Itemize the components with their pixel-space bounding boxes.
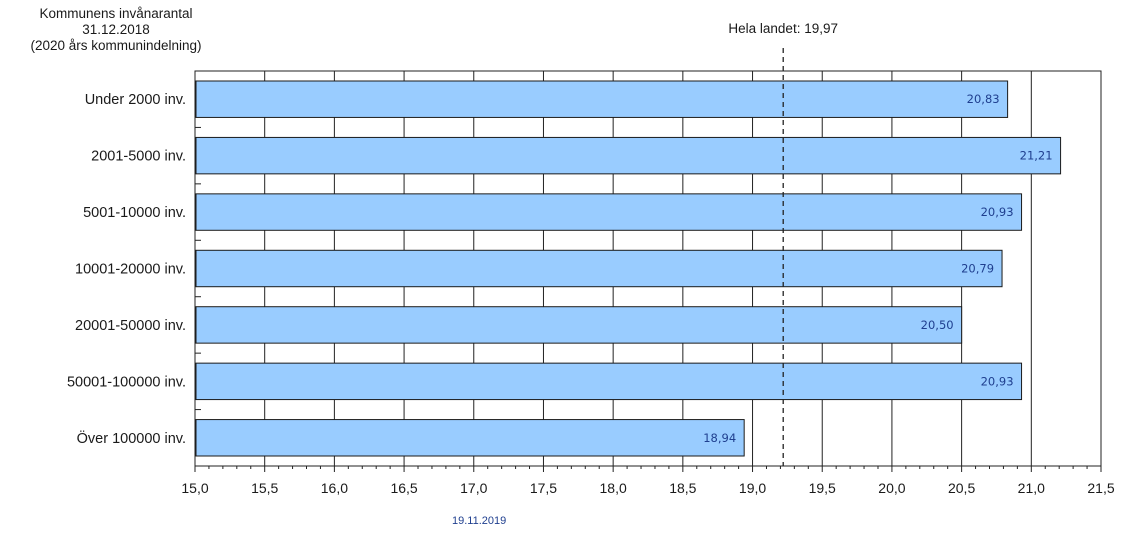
bar-value-label: 20,93 — [981, 374, 1014, 388]
category-label: 20001-50000 inv. — [75, 318, 186, 334]
y-axis-title-line: Kommunens invånarantal — [39, 6, 193, 21]
x-tick-label: 21,0 — [1018, 480, 1045, 496]
bar-value-label: 21,21 — [1020, 149, 1053, 163]
bar — [195, 419, 745, 457]
x-tick-label: 19,0 — [739, 480, 766, 496]
bar — [195, 193, 1023, 231]
x-tick-label: 15,5 — [251, 480, 278, 496]
x-tick-label: 17,5 — [530, 480, 557, 496]
footer-date: 19.11.2019 — [452, 515, 507, 527]
bar-value-label: 20,50 — [921, 318, 954, 332]
category-label: Under 2000 inv. — [85, 92, 186, 108]
y-axis-title: Kommunens invånarantal 31.12.2018 (2020 … — [0, 6, 232, 54]
reference-line-label: Hela landet: 19,97 — [728, 21, 838, 36]
bar-value-label: 20,83 — [967, 92, 1000, 106]
bar-value-label: 20,93 — [981, 205, 1014, 219]
x-tick-label: 18,0 — [600, 480, 627, 496]
bar — [195, 80, 1009, 118]
x-tick-label: 20,0 — [878, 480, 905, 496]
y-axis-title-line: (2020 års kommunindelning) — [30, 38, 202, 53]
category-label: 50001-100000 inv. — [67, 374, 186, 390]
category-label: 10001-20000 inv. — [75, 262, 186, 278]
x-tick-label: 20,5 — [948, 480, 975, 496]
category-label: 5001-10000 inv. — [83, 205, 186, 221]
x-tick-label: 17,0 — [460, 480, 487, 496]
bar — [195, 136, 1062, 175]
x-tick-label: 19,5 — [809, 480, 836, 496]
bar — [195, 306, 963, 344]
bar — [195, 249, 1003, 288]
bar-value-label: 20,79 — [961, 262, 994, 276]
x-tick-label: 15,0 — [181, 480, 208, 496]
y-axis-title-line: 31.12.2018 — [82, 22, 150, 37]
x-tick-label: 18,5 — [669, 480, 696, 496]
bar-value-label: 18,94 — [703, 431, 736, 445]
x-tick-label: 21,5 — [1087, 480, 1114, 496]
category-label: Över 100000 inv. — [77, 429, 186, 447]
x-tick-label: 16,5 — [390, 480, 417, 496]
bar — [195, 362, 1023, 401]
x-tick-label: 16,0 — [321, 480, 348, 496]
category-label: 2001-5000 inv. — [91, 149, 186, 165]
